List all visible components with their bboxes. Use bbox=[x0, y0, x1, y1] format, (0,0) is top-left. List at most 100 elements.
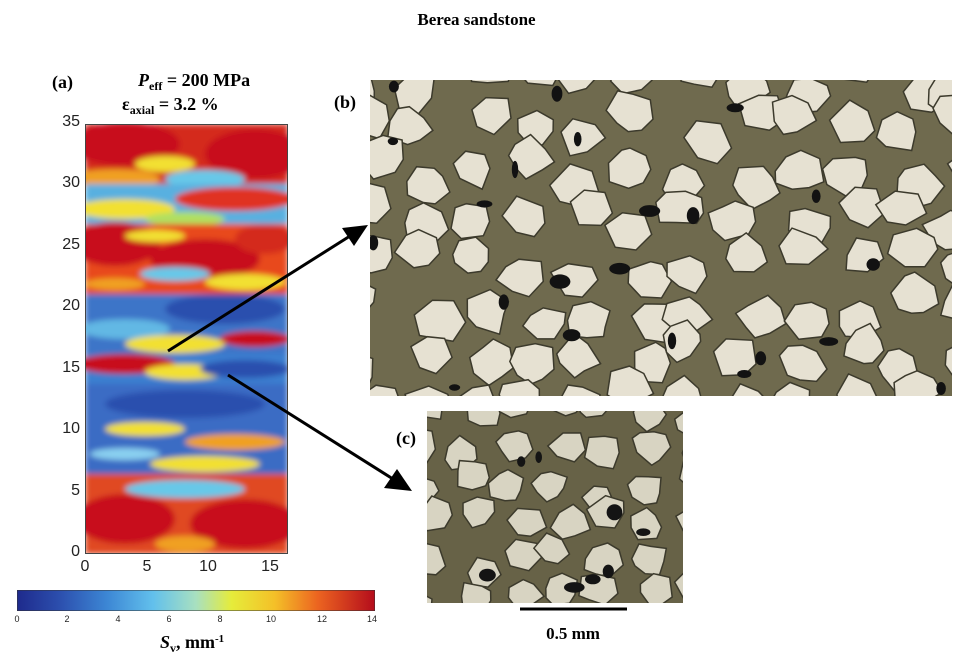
quartz-grain bbox=[724, 231, 769, 273]
pore bbox=[602, 564, 614, 579]
sv-unit: , mm bbox=[176, 632, 216, 652]
quartz-grain bbox=[569, 189, 614, 227]
pore bbox=[388, 80, 399, 93]
pore bbox=[609, 262, 631, 275]
quartz-grain bbox=[731, 165, 781, 211]
quartz-grain bbox=[427, 495, 454, 532]
quartz-grain bbox=[607, 147, 652, 190]
arrow-to-c bbox=[227, 373, 394, 481]
scale-bar-label: 0.5 mm bbox=[546, 624, 600, 643]
quartz-grain bbox=[501, 195, 546, 238]
colorbar-tick-0: 0 bbox=[14, 614, 20, 624]
pore bbox=[936, 382, 946, 395]
quartz-grain bbox=[546, 432, 587, 463]
colorbar-tick-10: 10 bbox=[265, 614, 276, 624]
pore bbox=[811, 189, 821, 203]
pore bbox=[551, 85, 563, 102]
figure-title: Berea sandstone bbox=[417, 10, 536, 29]
quartz-grain bbox=[874, 190, 928, 226]
quartz-grain bbox=[844, 80, 870, 84]
quartz-grain bbox=[944, 346, 952, 376]
y-tick-15: 15 bbox=[62, 359, 80, 376]
specific-surface-map bbox=[85, 124, 288, 554]
quartz-grain bbox=[507, 578, 546, 603]
quartz-grain bbox=[889, 271, 940, 314]
effective-pressure-label: Peff = 200 MPa bbox=[138, 70, 250, 94]
quartz-grain bbox=[427, 595, 433, 603]
colorbar-tick-6: 6 bbox=[166, 614, 172, 624]
quartz-grain bbox=[836, 372, 878, 396]
quartz-grain bbox=[939, 252, 952, 284]
quartz-grain bbox=[609, 80, 653, 95]
quartz-grain bbox=[370, 285, 377, 308]
quartz-grain bbox=[681, 449, 683, 458]
pore bbox=[686, 207, 700, 225]
quartz-grain bbox=[639, 572, 674, 603]
quartz-grain bbox=[678, 461, 683, 483]
quartz-grain bbox=[451, 236, 490, 274]
pore bbox=[737, 370, 752, 378]
sv-symbol: S bbox=[160, 632, 171, 652]
quartz-grain bbox=[393, 228, 441, 269]
quartz-grain bbox=[734, 294, 787, 339]
pore bbox=[866, 258, 880, 271]
pressure-subscript: eff bbox=[149, 79, 163, 93]
quartz-grain bbox=[731, 382, 764, 396]
quartz-grain bbox=[682, 120, 733, 165]
quartz-grain bbox=[566, 300, 611, 339]
x-tick-10: 10 bbox=[199, 558, 217, 575]
pore bbox=[517, 456, 526, 467]
colorbar-tick-12: 12 bbox=[316, 614, 327, 624]
quartz-grain bbox=[555, 335, 602, 379]
pore bbox=[726, 103, 744, 113]
quartz-grain bbox=[549, 503, 592, 541]
pore-cluster-b bbox=[370, 80, 946, 395]
quartz-grain bbox=[921, 209, 952, 251]
pore bbox=[449, 384, 461, 391]
quartz-grain bbox=[939, 284, 952, 319]
panel-c-label: (c) bbox=[396, 428, 416, 448]
colorbar-tick-8: 8 bbox=[217, 614, 223, 624]
quartz-grain bbox=[783, 301, 830, 341]
quartz-grain bbox=[631, 431, 672, 467]
strain-subscript: axial bbox=[129, 103, 155, 117]
sv-subscript: v bbox=[170, 641, 177, 655]
colorbar-label: Sv, mm-1 bbox=[160, 632, 224, 656]
pore bbox=[573, 132, 582, 147]
pore bbox=[476, 200, 493, 208]
quartz-grain bbox=[427, 411, 443, 421]
colorbar-tick-4: 4 bbox=[115, 614, 121, 624]
y-tick-35: 35 bbox=[62, 113, 80, 130]
quartz-grain bbox=[462, 496, 496, 529]
colorbar bbox=[17, 590, 375, 611]
quartz-grain bbox=[673, 572, 683, 600]
quartz-grain bbox=[370, 182, 392, 224]
pore bbox=[564, 582, 585, 593]
quartz-grain bbox=[545, 572, 579, 603]
quartz-grain bbox=[773, 381, 811, 396]
quartz-grain bbox=[843, 322, 885, 365]
y-tick-5: 5 bbox=[71, 482, 80, 499]
pore bbox=[498, 294, 509, 310]
micrograph-b bbox=[370, 80, 952, 396]
pore bbox=[819, 337, 839, 346]
quartz-grain bbox=[498, 378, 541, 396]
quartz-grain bbox=[530, 470, 569, 503]
pore-cluster-c bbox=[479, 451, 651, 593]
quartz-grain bbox=[893, 369, 944, 396]
quartz-grain bbox=[680, 80, 718, 89]
quartz-grain bbox=[662, 374, 702, 396]
grain-cluster-c bbox=[427, 411, 683, 603]
pore bbox=[370, 235, 379, 251]
quartz-grain bbox=[632, 411, 668, 433]
quartz-grain bbox=[370, 356, 374, 384]
quartz-grain bbox=[774, 149, 825, 190]
pore bbox=[562, 329, 581, 342]
quartz-grain bbox=[552, 411, 579, 417]
quartz-grain bbox=[507, 133, 556, 180]
arrow-to-c-head bbox=[384, 469, 412, 491]
quartz-grain bbox=[875, 110, 917, 152]
quartz-grain bbox=[828, 99, 876, 144]
pore bbox=[511, 160, 519, 179]
quartz-grain bbox=[406, 165, 451, 205]
